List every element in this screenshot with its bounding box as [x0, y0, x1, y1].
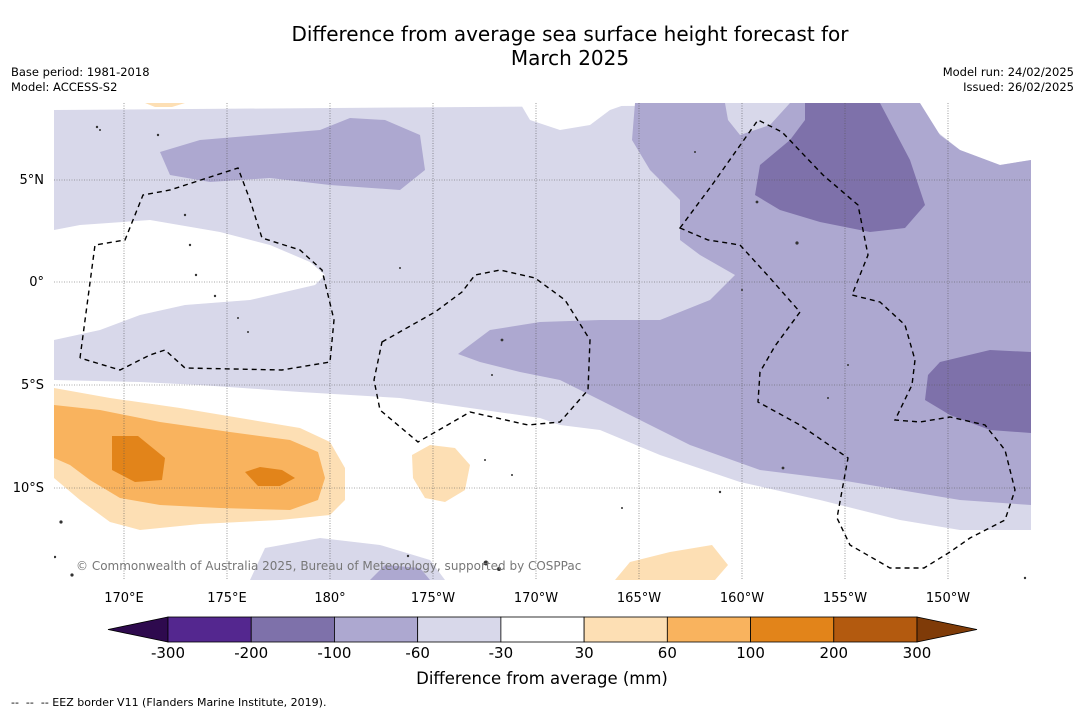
lon-label-170e: 170°E	[104, 591, 144, 606]
colorbar-tick-label: -60	[405, 644, 430, 662]
colorbar-segment	[250, 616, 335, 643]
anomaly-region-minus100-east	[925, 350, 1031, 433]
latitude-labels: 5°N 0° 5°S 10°S	[13, 173, 44, 496]
anomaly-region-plus30-south	[615, 545, 728, 580]
lon-label-175e: 175°E	[207, 591, 247, 606]
islands	[54, 125, 1027, 580]
lon-label-155w: 155°W	[823, 591, 867, 606]
colorbar-segment	[334, 616, 419, 643]
colorbar-tick-label: 30	[575, 644, 594, 662]
map-title: Difference from average sea surface heig…	[291, 22, 849, 70]
colorbar-tick-label: 60	[658, 644, 677, 662]
lon-label-160w: 160°W	[720, 591, 764, 606]
anomaly-region-plus30-north	[145, 103, 185, 107]
map-area	[54, 103, 1031, 580]
anomaly-region-plus30-center	[412, 445, 470, 502]
anomaly-region-plus100-sw-2	[245, 467, 295, 486]
lat-label-10s: 10°S	[13, 481, 44, 496]
colorbar-tick-label: -300	[151, 644, 185, 662]
colorbar-segment	[583, 616, 668, 643]
colorbar-segment	[750, 616, 835, 643]
lat-label-5s: 5°S	[21, 378, 44, 393]
colorbar-segment	[833, 616, 918, 643]
colorbar-tick-label: 200	[819, 644, 848, 662]
lat-label-5n: 5°N	[20, 173, 45, 188]
neutral-region-north-east	[725, 103, 790, 135]
eez-border-east	[678, 119, 1016, 569]
colorbar-tick-label: 300	[903, 644, 932, 662]
colorbar-segment	[417, 616, 502, 643]
anomaly-region-minus100-north	[755, 103, 925, 232]
colorbar-segment	[167, 616, 252, 643]
issued-date: Issued: 26/02/2025	[963, 80, 1074, 94]
lon-label-170w: 170°W	[514, 591, 558, 606]
lon-label-180: 180°	[314, 591, 345, 606]
colorbar-segment	[500, 616, 585, 643]
longitude-labels: 170°E 175°E 180° 175°W 170°W 165°W 160°W…	[104, 591, 970, 606]
colorbar-tick-label: -200	[234, 644, 268, 662]
colorbar-extend-high	[916, 616, 978, 643]
anomaly-region-minus60-south	[370, 565, 430, 580]
meta-right: Model run: 24/02/2025 Issued: 26/02/2025	[943, 65, 1074, 95]
lat-label-0: 0°	[29, 275, 44, 290]
copyright-credit: © Commonwealth of Australia 2025, Bureau…	[76, 559, 582, 573]
base-period: Base period: 1981-2018	[11, 65, 150, 79]
eez-borders	[79, 119, 1016, 569]
lon-label-150w: 150°W	[926, 591, 970, 606]
model-run: Model run: 24/02/2025	[942, 65, 1074, 79]
gridlines	[54, 103, 1031, 580]
colorbar-title: Difference from average (mm)	[416, 669, 668, 688]
colorbar-tick-label: 100	[736, 644, 765, 662]
colorbar-tick-label: -30	[489, 644, 514, 662]
anomaly-region-plus100-sw-1	[112, 436, 165, 482]
meta-left: Base period: 1981-2018 Model: ACCESS-S2	[11, 65, 150, 95]
neutral-region-north	[520, 103, 630, 130]
eez-border-west	[79, 167, 335, 371]
neutral-region-west	[54, 220, 325, 340]
lon-label-165w: 165°W	[617, 591, 661, 606]
eez-footnote: -- -- -- EEZ border V11 (Flanders Marine…	[11, 696, 327, 709]
model-name: Model: ACCESS-S2	[11, 80, 118, 94]
colorbar-segment	[666, 616, 751, 643]
colorbar-tick-label: -100	[317, 644, 351, 662]
colorbar: -300 -200 -100 -60 -30 30 60 100 200 300	[107, 616, 978, 662]
lon-label-175w: 175°W	[411, 591, 455, 606]
colorbar-extend-low	[107, 616, 169, 643]
